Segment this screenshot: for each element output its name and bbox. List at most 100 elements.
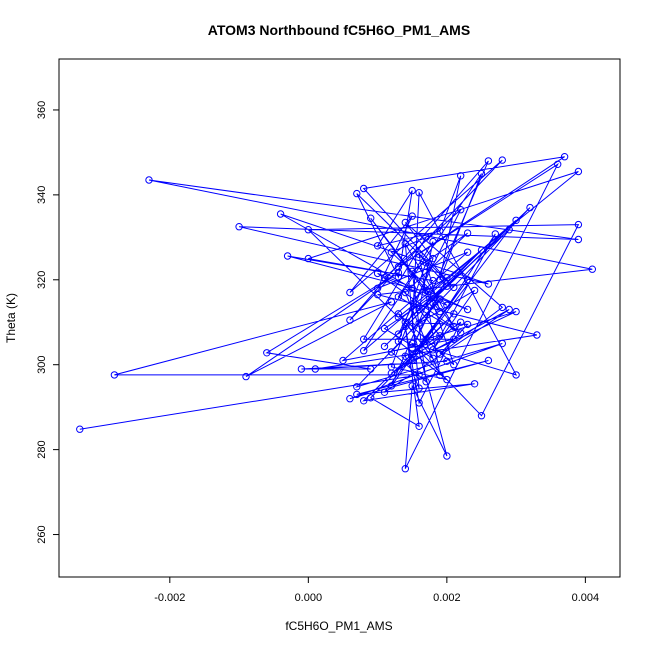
x-axis-label: fC5H6O_PM1_AMS	[285, 619, 392, 633]
data-point	[415, 422, 423, 430]
data-point	[394, 263, 403, 271]
data-point	[443, 357, 451, 365]
data-point	[346, 288, 354, 297]
x-tick-label: 0.000	[295, 592, 323, 604]
plot-area	[76, 153, 596, 473]
data-point	[387, 382, 396, 390]
data-point	[415, 250, 423, 259]
data-point	[380, 342, 389, 351]
data-point	[387, 363, 396, 371]
data-point	[574, 167, 583, 176]
data-point	[401, 465, 409, 473]
data-point	[387, 348, 396, 356]
data-point	[422, 286, 430, 295]
data-point	[360, 347, 368, 355]
data-point	[457, 318, 465, 326]
series-line	[79, 156, 593, 469]
data-point	[373, 284, 382, 292]
data-point	[463, 248, 472, 256]
data-point	[304, 254, 312, 263]
data-point	[554, 160, 562, 169]
data-point	[339, 356, 347, 365]
data-point	[477, 246, 486, 254]
data-point	[477, 412, 486, 420]
data-point	[429, 254, 437, 263]
y-axis-label: Theta (K)	[4, 293, 18, 343]
data-point	[283, 252, 292, 260]
data-point	[394, 330, 403, 338]
data-point	[450, 310, 458, 318]
data-point	[477, 169, 486, 178]
data-point	[367, 394, 375, 402]
data-point	[394, 268, 403, 277]
data-markers	[76, 153, 596, 473]
data-point	[457, 206, 465, 214]
data-point	[110, 371, 119, 379]
data-point	[304, 226, 312, 234]
data-point	[457, 172, 465, 180]
data-point	[415, 189, 423, 197]
data-point	[422, 378, 430, 386]
data-point	[394, 310, 403, 318]
y-tick-label: 320	[36, 271, 48, 289]
data-point	[242, 372, 250, 381]
chart-title: ATOM3 Northbound fC5H6O_PM1_AMS	[208, 22, 470, 38]
data-point	[512, 307, 520, 316]
data-point	[394, 337, 403, 346]
data-point	[367, 214, 375, 222]
data-point	[505, 226, 513, 234]
data-point	[408, 284, 416, 292]
data-point	[422, 233, 430, 242]
data-point	[457, 329, 465, 337]
data-point	[415, 371, 423, 379]
data-point	[484, 157, 493, 165]
data-point	[463, 229, 472, 237]
data-point	[436, 295, 444, 303]
data-point	[470, 380, 479, 388]
data-point	[408, 344, 416, 352]
data-point	[436, 350, 444, 358]
data-point	[401, 288, 409, 297]
data-point	[408, 382, 416, 390]
data-point	[484, 280, 493, 288]
data-point	[512, 216, 520, 225]
data-point	[408, 212, 416, 220]
y-tick-label: 260	[36, 525, 48, 543]
data-point	[401, 218, 409, 227]
data-point	[450, 322, 458, 331]
data-point	[526, 203, 534, 212]
data-point	[463, 276, 472, 284]
data-point	[450, 283, 458, 292]
data-point	[346, 316, 354, 324]
data-point	[401, 318, 409, 326]
data-point	[422, 259, 430, 267]
data-point	[533, 331, 541, 339]
data-point	[408, 356, 416, 365]
data-point	[346, 395, 354, 403]
data-point	[422, 335, 430, 343]
data-point	[360, 184, 368, 193]
data-point	[470, 286, 479, 295]
data-point	[380, 388, 389, 396]
data-point	[263, 349, 271, 357]
data-point	[463, 320, 472, 329]
data-point	[450, 335, 458, 343]
data-point	[360, 397, 368, 405]
data-point	[429, 299, 437, 307]
data-point	[235, 223, 243, 231]
data-point	[297, 365, 306, 373]
data-point	[443, 452, 451, 460]
data-point	[408, 186, 416, 195]
data-point	[436, 371, 444, 379]
x-axis: -0.002 0.000 0.002 0.004	[154, 577, 599, 604]
data-point	[491, 230, 499, 238]
data-point	[436, 276, 444, 284]
data-point	[450, 361, 458, 369]
y-tick-label: 360	[36, 101, 48, 119]
data-point	[560, 153, 569, 161]
data-point	[373, 242, 382, 250]
data-point	[498, 156, 506, 164]
data-point	[512, 371, 520, 379]
data-point	[401, 322, 409, 331]
y-axis: 260 280 300 320 340 360	[36, 101, 59, 544]
